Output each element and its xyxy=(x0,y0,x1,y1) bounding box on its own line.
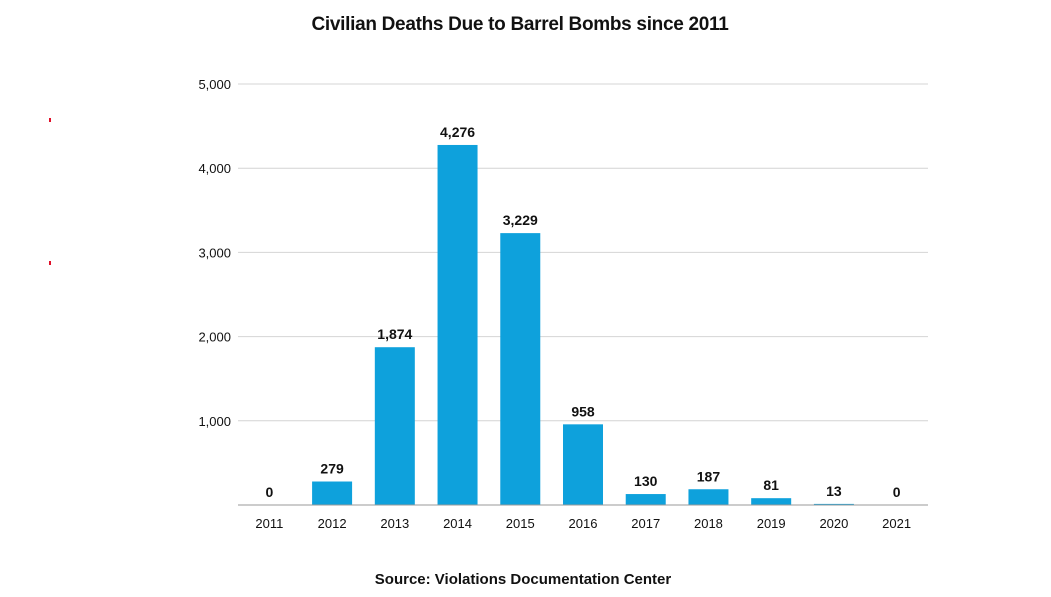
bar-value-label: 0 xyxy=(265,484,273,500)
left-edge-marker xyxy=(49,118,51,122)
x-tick-label: 2014 xyxy=(443,516,472,531)
chart-source: Source: Violations Documentation Center xyxy=(374,571,672,588)
bar xyxy=(625,494,666,505)
y-tick-label: 1,000 xyxy=(198,414,231,429)
x-tick-label: 2012 xyxy=(318,516,347,531)
x-tick-label: 2018 xyxy=(694,516,723,531)
bar xyxy=(312,481,353,505)
bar-value-label: 13 xyxy=(826,483,842,499)
bar-value-label: 279 xyxy=(320,461,344,477)
x-tick-label: 2013 xyxy=(380,516,409,531)
bar xyxy=(688,489,729,505)
bar xyxy=(500,233,541,505)
x-tick-label: 2015 xyxy=(506,516,535,531)
bar-value-label: 1,874 xyxy=(377,326,412,342)
bars xyxy=(312,144,854,505)
gridlines xyxy=(238,83,928,422)
bar xyxy=(437,144,478,505)
bar-value-label: 187 xyxy=(697,468,721,484)
chart-title: Civilian Deaths Due to Barrel Bombs sinc… xyxy=(311,14,729,35)
x-tick-label: 2011 xyxy=(255,516,283,531)
bar-value-label: 0 xyxy=(893,484,901,500)
bar-value-label: 4,276 xyxy=(440,124,475,140)
bar xyxy=(751,498,792,505)
x-tick-label: 2017 xyxy=(631,516,660,531)
x-tick-label: 2016 xyxy=(569,516,598,531)
left-edge-marker xyxy=(49,261,51,265)
bar xyxy=(563,424,603,505)
bar xyxy=(813,503,854,505)
y-axis-tick-labels: 1,000 2,000 3,000 4,000 5,000 xyxy=(198,77,231,429)
bar-value-label: 81 xyxy=(763,477,779,493)
bar xyxy=(374,347,415,505)
y-tick-label: 5,000 xyxy=(198,77,231,92)
x-tick-label: 2021 xyxy=(882,516,911,531)
y-tick-label: 3,000 xyxy=(198,245,231,260)
y-tick-label: 2,000 xyxy=(198,330,231,345)
bar-value-label: 958 xyxy=(571,403,595,419)
bar-value-label: 130 xyxy=(634,473,658,489)
y-tick-label: 4,000 xyxy=(198,161,231,176)
x-tick-label: 2019 xyxy=(757,516,786,531)
x-axis-tick-labels: 2011 2012 2013 2014 2015 2016 2017 2018 2019 2020… xyxy=(255,516,911,531)
bar-value-label: 3,229 xyxy=(503,212,538,228)
x-tick-label: 2020 xyxy=(819,516,848,531)
